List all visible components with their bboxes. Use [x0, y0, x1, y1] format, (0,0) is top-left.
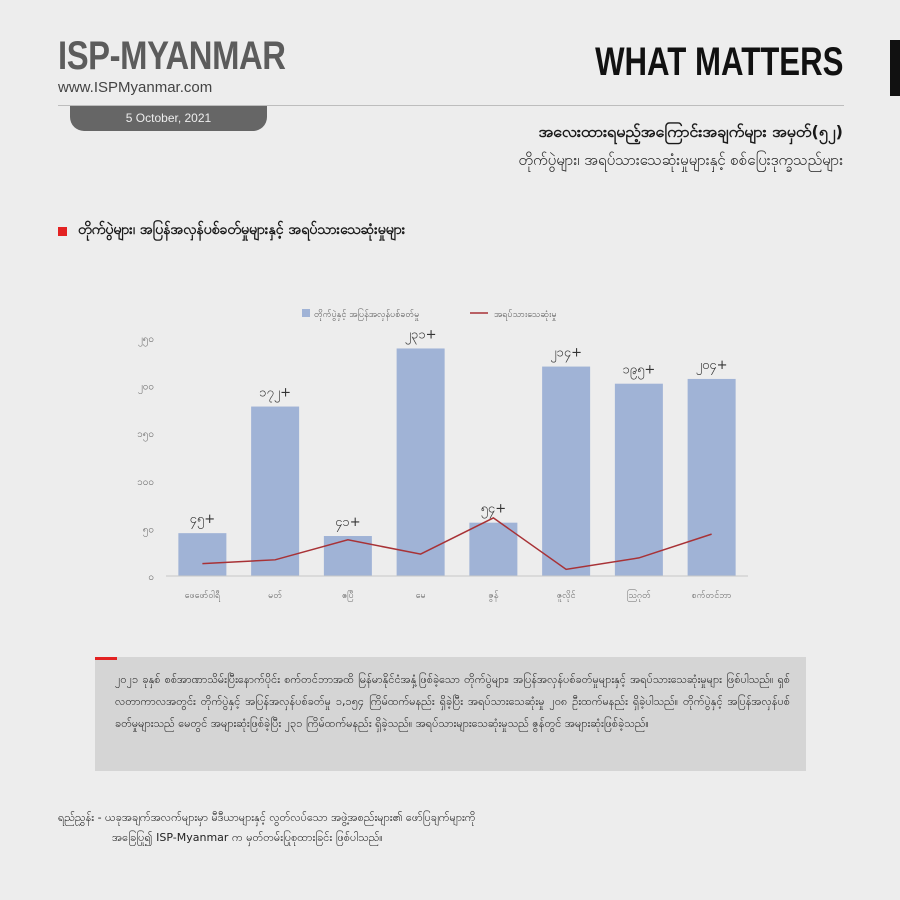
bar-data-label: ၂၀၄+: [696, 358, 728, 375]
brand-logo: ISP-MYANMAR: [58, 34, 286, 78]
tagline: WHAT MATTERS: [594, 40, 843, 84]
y-tick-label: ၁၀၀: [137, 477, 154, 488]
source-note: ရည်ညွှန်း - ယခုအချက်အလက်များမှာ မီဒီယာမျ…: [58, 808, 476, 848]
website-url[interactable]: www.ISPMyanmar.com: [58, 79, 213, 96]
x-tick-label: မေ: [416, 591, 426, 601]
line-series: [202, 517, 712, 571]
x-tick-label: ဇူလိုင်: [557, 590, 576, 602]
header-divider: [58, 105, 844, 106]
x-tick-label: ဩဂုတ်: [627, 589, 652, 602]
summary-text: ၂၀၂၁ ခုနှစ် စစ်အာဏာသိမ်းပြီးနောက်ပိုင်း …: [115, 673, 790, 730]
source-line-1: ရည်ညွှန်း - ယခုအချက်အလက်များမှာ မီဒီယာမျ…: [58, 811, 476, 824]
bar-data-label: ၅၄+: [481, 502, 507, 519]
bar: [542, 366, 591, 576]
bar: [687, 378, 736, 576]
bar: [396, 348, 445, 576]
x-axis: ဖေဖော်ဝါရီ မတ် ဧပြီ မေ ဇွန် ဇူလိုင် ဩဂုတ် စက်တင…: [166, 575, 748, 602]
source-line-2: အခြေပြု၍ ISP-Myanmar က မှတ်တမ်းပြုစုထားခ…: [112, 831, 383, 844]
x-tick-label: ဖေဖော်ဝါရီ: [185, 590, 221, 602]
bar: [469, 522, 518, 576]
y-axis: ၀ ၅၀ ၁၀၀ ၁၅၀ ၂၀၀ ၂၅၀: [137, 334, 154, 583]
y-tick-label: ၅၀: [143, 524, 154, 537]
section-title: တိုက်ပွဲများ၊ အပြန်အလှန်ပစ်ခတ်မှုများနှင…: [78, 222, 406, 238]
bar-data-label: ၂၃၁+: [405, 327, 437, 344]
y-tick-label: ၂၀၀: [138, 382, 154, 395]
y-tick-label: ၀: [148, 572, 154, 583]
bar-data-label: ၂၁၄+: [550, 346, 582, 363]
y-tick-label: ၁၅၀: [137, 429, 154, 442]
chart-legend: တိုက်ပွဲနှင့် အပြန်အလှန်ပစ်ခတ်မှု အရပ်သား…: [302, 308, 557, 321]
corner-tab-bar: [890, 40, 900, 96]
bar-labels: ၄၅+ ၁၇၂+ ၄၁+ ၂၃၁+ ၅၄+ ၂၁၄+ ၁၉၅+ ၂၀၄+: [190, 327, 728, 532]
line-path: [202, 517, 712, 571]
bar-data-label: ၄၁+: [335, 515, 361, 532]
legend-label-line: အရပ်သားသေဆုံးမှု: [494, 309, 557, 321]
x-tick-label: ဧပြီ: [342, 590, 354, 602]
summary-box: [95, 657, 806, 771]
bar: [323, 536, 372, 576]
x-tick-label: ဇွန်: [488, 590, 499, 602]
x-tick-label: စက်တင်ဘာ: [692, 590, 732, 601]
bar: [178, 533, 227, 576]
page-subtitle: တိုက်ပွဲများ၊ အရပ်သားသေဆုံးမှုများနှင့် …: [518, 151, 843, 169]
combo-chart: တိုက်ပွဲနှင့် အပြန်အလှန်ပစ်ခတ်မှု အရပ်သား…: [137, 308, 748, 602]
bar-data-label: ၁၉၅+: [622, 363, 655, 380]
date-badge: 5 October, 2021: [70, 106, 267, 131]
x-tick-label: မတ်: [268, 590, 282, 601]
bar: [614, 383, 663, 576]
legend-swatch-bars: [302, 309, 310, 317]
bar-series: [178, 348, 736, 576]
page-title: အလေးထားရမည့်အကြောင်းအချက်များ အမှတ်(၅၂): [538, 122, 843, 141]
bar-data-label: ၄၅+: [190, 512, 216, 529]
bar: [251, 406, 300, 576]
bar-data-label: ၁၇၂+: [259, 386, 291, 403]
summary-accent: [95, 657, 117, 660]
section-bullet-icon: [58, 227, 67, 236]
legend-label-bars: တိုက်ပွဲနှင့် အပြန်အလှန်ပစ်ခတ်မှု: [314, 308, 419, 321]
y-tick-label: ၂၅၀: [138, 334, 154, 347]
